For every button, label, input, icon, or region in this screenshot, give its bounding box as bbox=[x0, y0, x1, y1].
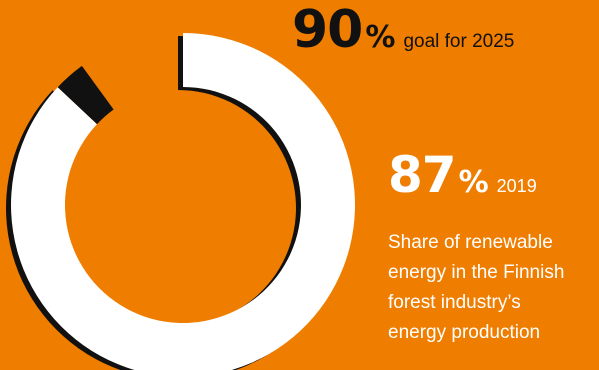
goal-value: 90 bbox=[292, 0, 363, 60]
description-line-4: energy production bbox=[388, 322, 541, 343]
description-line-1: Share of renewable bbox=[388, 232, 553, 253]
description-line-2: energy in the Finnish bbox=[388, 262, 565, 283]
actual-value: 87 bbox=[388, 146, 457, 204]
actual-share-arc-shadow bbox=[6, 36, 351, 370]
goal-percent-sign: % bbox=[365, 20, 396, 55]
actual-share-arc bbox=[11, 33, 356, 370]
chart-description: Share of renewable energy in the Finnish… bbox=[388, 228, 598, 348]
goal-label: goal for 2025 bbox=[403, 31, 515, 52]
goal-remaining-segment bbox=[57, 65, 114, 125]
renewable-share-ring-chart bbox=[6, 33, 356, 370]
actual-annotation: 87% 2019 bbox=[388, 150, 537, 200]
actual-year-label: 2019 bbox=[496, 176, 537, 196]
description-line-3: forest industry’s bbox=[388, 292, 521, 313]
goal-annotation: 90% goal for 2025 bbox=[292, 4, 514, 56]
actual-percent-sign: % bbox=[458, 165, 489, 200]
